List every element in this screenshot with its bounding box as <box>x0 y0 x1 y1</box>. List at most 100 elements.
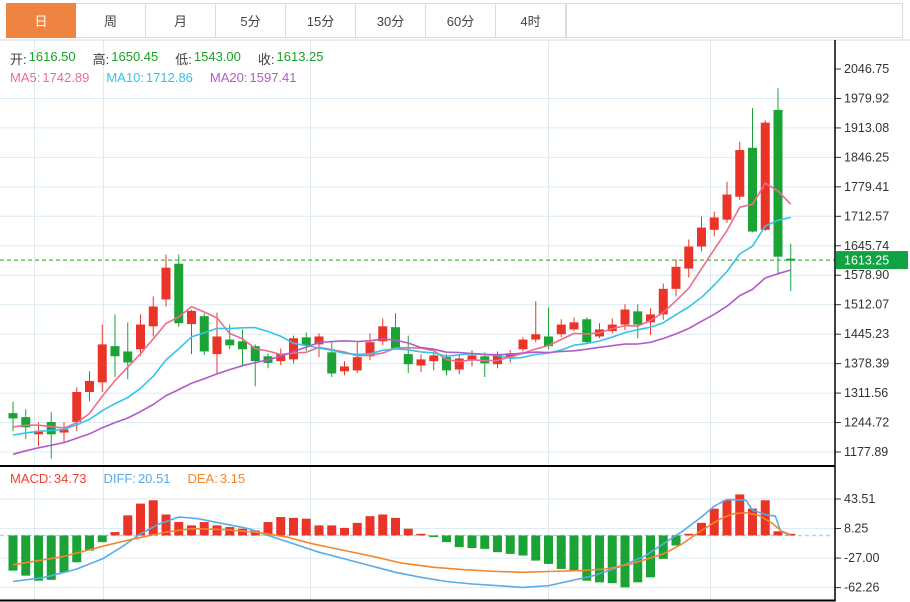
macd-bar-positive <box>263 522 273 536</box>
diff-line <box>12 498 792 589</box>
macd-bar-negative <box>442 535 451 543</box>
macd-bar-positive <box>403 528 413 536</box>
candle-down <box>250 346 260 362</box>
macd-bar-negative <box>569 535 579 571</box>
ma10-line <box>12 216 791 436</box>
dea-line <box>12 511 792 574</box>
macd-bar-positive <box>161 514 171 536</box>
tab-月[interactable]: 月 <box>146 3 216 38</box>
tab-周[interactable]: 周 <box>76 3 146 38</box>
candle-up <box>289 338 298 360</box>
candle-up <box>276 354 286 362</box>
macd-bar-negative <box>493 535 502 553</box>
dea-label: DEA: <box>187 471 218 486</box>
candle-up <box>658 288 668 315</box>
macd-axis-label: -62.26 <box>844 581 879 595</box>
candle-up <box>352 357 362 371</box>
candle-down <box>301 337 311 346</box>
y-axis-label: 1979.92 <box>844 91 889 105</box>
candle-up <box>569 322 579 330</box>
candle-up <box>212 336 222 355</box>
candle-up <box>85 380 94 393</box>
price-gridlines <box>0 97 835 453</box>
timeframe-tabbar: 日周月 5分 15分 30分 60分 4时 <box>6 3 903 38</box>
macd-bar-positive <box>340 527 349 536</box>
ma10-value: 1712.86 <box>145 70 193 85</box>
candle-up <box>365 342 375 357</box>
diff-label: DIFF: <box>103 471 136 486</box>
y-axis-label: 1779.41 <box>844 180 889 194</box>
macd-bar-positive <box>773 531 783 536</box>
macd-axis-label: 8.25 <box>844 522 868 536</box>
macd-bar-negative <box>620 535 630 588</box>
candle-up <box>72 392 82 422</box>
macd-bar-negative <box>454 535 464 548</box>
candle-up <box>59 429 69 433</box>
ma20-value: 1597.41 <box>249 70 297 85</box>
candle-up <box>646 314 655 323</box>
macd-bar-positive <box>148 500 158 536</box>
candlestick-layer <box>8 88 796 459</box>
tab-15分[interactable]: 15分 <box>286 3 356 38</box>
open-value: 1616.50 <box>28 49 76 64</box>
tab-5分[interactable]: 5分 <box>216 3 286 38</box>
macd-bar-negative <box>21 535 31 576</box>
candle-up <box>697 227 706 247</box>
ma20-label: MA20: <box>209 70 248 85</box>
tab-4时[interactable]: 4时 <box>496 3 566 38</box>
macd-bar-negative <box>72 535 82 563</box>
macd-value: 34.73 <box>53 471 87 486</box>
macd-bar-positive <box>123 515 133 536</box>
low-label: 低: <box>175 52 192 67</box>
macd-bar-negative <box>518 535 528 556</box>
macd-bar-negative <box>556 535 566 569</box>
high-value: 1650.45 <box>111 49 159 64</box>
candle-down <box>773 109 783 257</box>
macd-bar-negative <box>595 535 604 583</box>
candle-down <box>123 351 133 363</box>
tab-60分[interactable]: 60分 <box>426 3 496 38</box>
macd-bar-negative <box>429 535 439 538</box>
macd-bar-negative <box>671 535 681 546</box>
macd-bar-positive <box>391 517 400 536</box>
ma5-label: MA5: <box>10 70 41 85</box>
candle-down <box>199 316 209 352</box>
candle-down <box>238 341 247 350</box>
macd-bar-positive <box>110 532 120 536</box>
candle-up <box>505 353 515 358</box>
candle-down <box>786 258 796 261</box>
candle-down <box>8 413 18 419</box>
macd-bar-negative <box>607 535 617 584</box>
candle-down <box>544 336 553 347</box>
candle-up <box>187 310 196 325</box>
candle-up <box>531 334 541 340</box>
macd-axis-label: 43.51 <box>844 492 875 506</box>
candle-down <box>327 352 337 374</box>
tab-30分[interactable]: 30分 <box>356 3 426 38</box>
candle-up <box>684 246 694 269</box>
low-value: 1543.00 <box>193 49 241 64</box>
tabbar-filler <box>566 3 903 38</box>
macd-bar-negative <box>505 535 515 554</box>
candle-up <box>722 194 732 220</box>
macd-bar-positive <box>136 503 145 536</box>
macd-bar-positive <box>365 516 375 536</box>
macd-bar-negative <box>646 535 655 578</box>
macd-header: MACD: 34.73 DIFF: 20.51 DEA: 3.15 <box>10 471 245 486</box>
candle-up <box>97 344 107 383</box>
candle-down <box>21 417 31 428</box>
candle-down <box>633 311 643 325</box>
y-axis-label: 2046.75 <box>844 62 889 76</box>
candle-down <box>748 147 757 232</box>
tab-日[interactable]: 日 <box>6 3 76 38</box>
ma-header: MA5: 1742.89 MA10: 1712.86 MA20: 1597.41 <box>10 70 297 85</box>
y-axis-label: 1378.39 <box>844 357 889 371</box>
macd-bar-positive <box>238 528 247 536</box>
macd-label: MACD: <box>10 471 52 486</box>
macd-bar-positive <box>212 525 222 536</box>
macd-bar-positive <box>187 525 196 536</box>
macd-bar-negative <box>544 535 553 564</box>
macd-bar-positive <box>684 533 694 536</box>
